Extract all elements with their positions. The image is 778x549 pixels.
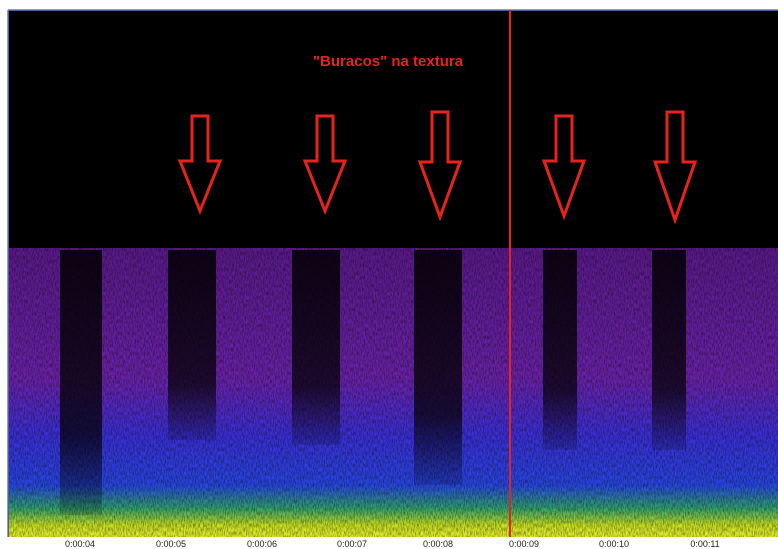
time-label: 0:00:05 <box>156 539 186 549</box>
time-label: 0:00:06 <box>247 539 277 549</box>
time-label: 0:00:10 <box>599 539 629 549</box>
time-label: 0:00:11 <box>690 539 719 549</box>
time-label: 0:00:08 <box>423 539 453 549</box>
time-label: 0:00:09 <box>509 539 539 549</box>
time-label: 0:00:04 <box>65 539 95 549</box>
page: {"annotation": "\"Buracos\" na textura",… <box>0 0 778 549</box>
annotation: "Buracos" na textura <box>313 53 464 70</box>
time-label: 0:00:07 <box>337 539 367 549</box>
spectrogram-view: "Buracos" na textura 0:00:04 0:00:05 0:00:… <box>0 0 778 549</box>
noise-texture <box>9 246 778 537</box>
